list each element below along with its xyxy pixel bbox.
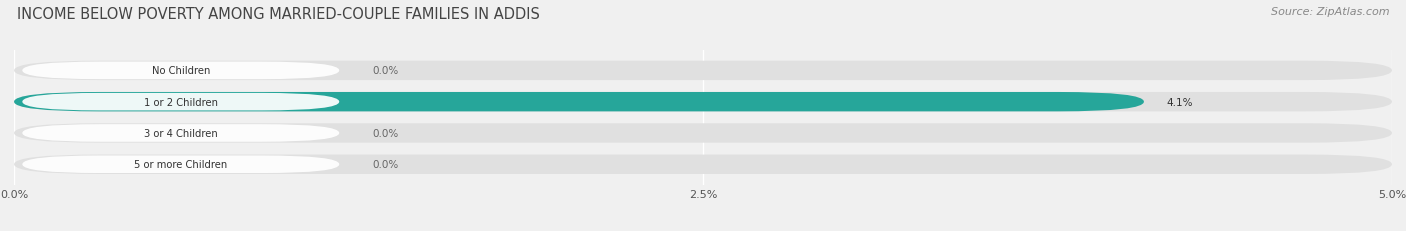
FancyBboxPatch shape: [14, 124, 1392, 143]
FancyBboxPatch shape: [14, 93, 1392, 112]
FancyBboxPatch shape: [14, 155, 1392, 174]
Text: 3 or 4 Children: 3 or 4 Children: [143, 128, 218, 138]
FancyBboxPatch shape: [14, 93, 1144, 112]
FancyBboxPatch shape: [22, 156, 339, 173]
Text: 0.0%: 0.0%: [373, 160, 398, 170]
Text: 0.0%: 0.0%: [373, 128, 398, 138]
Text: 0.0%: 0.0%: [373, 66, 398, 76]
FancyBboxPatch shape: [22, 94, 339, 111]
Text: No Children: No Children: [152, 66, 209, 76]
Text: 4.1%: 4.1%: [1166, 97, 1192, 107]
FancyBboxPatch shape: [22, 62, 339, 80]
Text: 1 or 2 Children: 1 or 2 Children: [143, 97, 218, 107]
Text: 5 or more Children: 5 or more Children: [134, 160, 228, 170]
FancyBboxPatch shape: [22, 125, 339, 142]
FancyBboxPatch shape: [14, 61, 1392, 81]
Text: INCOME BELOW POVERTY AMONG MARRIED-COUPLE FAMILIES IN ADDIS: INCOME BELOW POVERTY AMONG MARRIED-COUPL…: [17, 7, 540, 22]
Text: Source: ZipAtlas.com: Source: ZipAtlas.com: [1271, 7, 1389, 17]
